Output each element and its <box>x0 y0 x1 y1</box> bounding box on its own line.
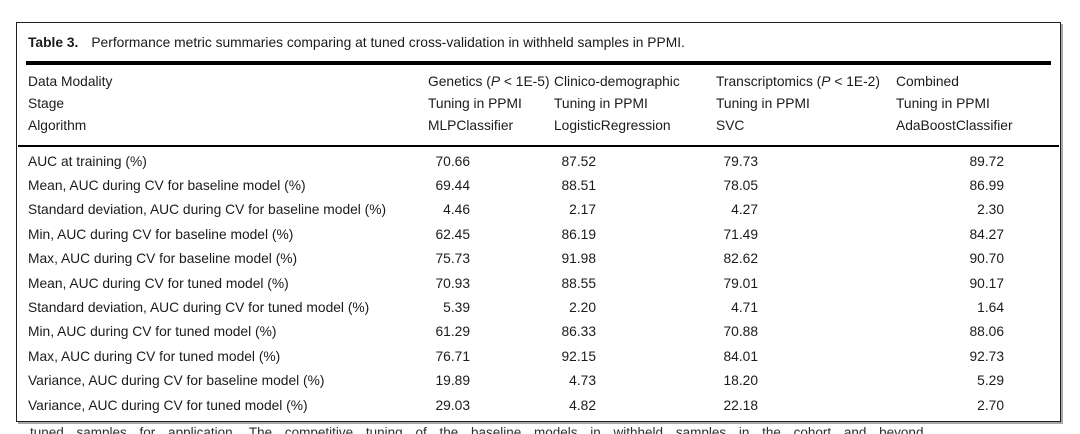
header-cell-stage-combined: Tuning in PPMI <box>896 95 990 111</box>
row-label: Mean, AUC during CV for baseline model (… <box>28 177 306 193</box>
value-cell: 62.45 <box>435 226 470 242</box>
value-cell: 5.39 <box>443 299 470 315</box>
value-cell: 4.73 <box>569 373 596 389</box>
value-cell: 82.62 <box>723 251 758 267</box>
table-body: AUC at training (%) 70.66 87.52 79.73 89… <box>18 146 1059 421</box>
table-row: Standard deviation, AUC during CV for ba… <box>18 198 1059 222</box>
value-cell: 2.17 <box>569 202 596 218</box>
header-row-modality: Data Modality Genetics (P < 1E-5) Clinic… <box>18 65 1059 93</box>
value-cell: 4.71 <box>731 299 758 315</box>
value-cell: 86.19 <box>561 226 596 242</box>
table-row: Standard deviation, AUC during CV for tu… <box>18 296 1059 320</box>
value-cell: 86.99 <box>969 177 1004 193</box>
clipped-paragraph-fragment: tuned samples for application. The compe… <box>30 425 924 434</box>
value-cell: 4.46 <box>443 202 470 218</box>
value-cell: 70.88 <box>723 324 758 340</box>
header-cell-algorithm-combined: AdaBoostClassifier <box>896 114 1059 147</box>
table-row: Min, AUC during CV for tuned model (%) 6… <box>18 320 1059 344</box>
value-cell: 92.15 <box>561 348 596 364</box>
header-cell-modality-genetics: Genetics (P < 1E-5) <box>428 73 550 89</box>
value-cell: 29.03 <box>435 397 470 413</box>
table-row: Max, AUC during CV for baseline model (%… <box>18 247 1059 271</box>
value-cell: 92.73 <box>969 348 1004 364</box>
value-cell: 87.52 <box>561 153 596 169</box>
row-label: Variance, AUC during CV for baseline mod… <box>28 373 325 389</box>
value-cell: 86.33 <box>561 324 596 340</box>
header-label-algorithm: Algorithm <box>18 114 428 147</box>
table-caption-label: Table 3. <box>28 35 79 50</box>
value-cell: 79.73 <box>723 153 758 169</box>
row-label: Mean, AUC during CV for tuned model (%) <box>28 275 289 291</box>
value-cell: 1.64 <box>977 299 1004 315</box>
table-caption-text: Performance metric summaries comparing a… <box>91 35 685 50</box>
caption-divider-rule <box>26 61 1051 65</box>
header-cell-algorithm-transcriptomics: SVC <box>716 114 896 147</box>
table-row: Variance, AUC during CV for tuned model … <box>18 394 1059 421</box>
header-label-data-modality: Data Modality <box>28 73 113 89</box>
row-label: Standard deviation, AUC during CV for ba… <box>28 202 387 218</box>
value-cell: 22.18 <box>723 397 758 413</box>
value-cell: 78.05 <box>723 177 758 193</box>
value-cell: 76.71 <box>435 348 470 364</box>
value-cell: 88.51 <box>561 177 596 193</box>
row-label: Variance, AUC during CV for tuned model … <box>28 397 308 413</box>
table-caption: Table 3. Performance metric summaries co… <box>17 23 1060 60</box>
table-row: Max, AUC during CV for tuned model (%) 7… <box>18 345 1059 369</box>
value-cell: 88.06 <box>969 324 1004 340</box>
value-cell: 70.66 <box>435 153 470 169</box>
header-cell-modality-transcriptomics: Transcriptomics (P < 1E-2) <box>716 73 880 89</box>
header-row-stage: Stage Tuning in PPMI Tuning in PPMI Tuni… <box>18 93 1059 115</box>
value-cell: 88.55 <box>561 275 596 291</box>
value-cell: 70.93 <box>435 275 470 291</box>
performance-metrics-table: Data Modality Genetics (P < 1E-5) Clinic… <box>18 65 1059 421</box>
value-cell: 89.72 <box>969 153 1004 169</box>
row-label: Min, AUC during CV for baseline model (%… <box>28 226 294 242</box>
value-cell: 91.98 <box>561 251 596 267</box>
value-cell: 61.29 <box>435 324 470 340</box>
header-cell-modality-combined: Combined <box>896 73 959 89</box>
value-cell: 69.44 <box>435 177 470 193</box>
value-cell: 84.27 <box>969 226 1004 242</box>
value-cell: 71.49 <box>723 226 758 242</box>
table-row: Mean, AUC during CV for tuned model (%) … <box>18 272 1059 296</box>
table-header: Data Modality Genetics (P < 1E-5) Clinic… <box>18 65 1059 147</box>
value-cell: 4.82 <box>569 397 596 413</box>
table-row: AUC at training (%) 70.66 87.52 79.73 89… <box>18 146 1059 174</box>
value-cell: 19.89 <box>435 373 470 389</box>
header-cell-stage-genetics: Tuning in PPMI <box>428 95 522 111</box>
header-cell-stage-transcriptomics: Tuning in PPMI <box>716 95 810 111</box>
header-cell-stage-clinico: Tuning in PPMI <box>554 95 648 111</box>
value-cell: 79.01 <box>723 275 758 291</box>
value-cell: 90.17 <box>969 275 1004 291</box>
header-cell-algorithm-clinico: LogisticRegression <box>554 114 716 147</box>
value-cell: 75.73 <box>435 251 470 267</box>
value-cell: 5.29 <box>977 373 1004 389</box>
header-label-stage: Stage <box>28 95 65 111</box>
table-3-container: Table 3. Performance metric summaries co… <box>16 22 1061 422</box>
row-label: Standard deviation, AUC during CV for tu… <box>28 299 370 315</box>
table-row: Min, AUC during CV for baseline model (%… <box>18 223 1059 247</box>
value-cell: 2.20 <box>569 299 596 315</box>
row-label: AUC at training (%) <box>28 153 147 169</box>
table-row: Variance, AUC during CV for baseline mod… <box>18 369 1059 393</box>
value-cell: 4.27 <box>731 202 758 218</box>
value-cell: 2.70 <box>977 397 1004 413</box>
row-label: Max, AUC during CV for tuned model (%) <box>28 348 281 364</box>
row-label: Min, AUC during CV for tuned model (%) <box>28 324 277 340</box>
header-cell-algorithm-genetics: MLPClassifier <box>428 114 554 147</box>
row-label: Max, AUC during CV for baseline model (%… <box>28 251 298 267</box>
value-cell: 2.30 <box>977 202 1004 218</box>
header-cell-modality-clinico: Clinico-demographic <box>554 73 680 89</box>
value-cell: 84.01 <box>723 348 758 364</box>
header-row-algorithm: Algorithm MLPClassifier LogisticRegressi… <box>18 114 1059 147</box>
value-cell: 90.70 <box>969 251 1004 267</box>
value-cell: 18.20 <box>723 373 758 389</box>
table-row: Mean, AUC during CV for baseline model (… <box>18 174 1059 198</box>
